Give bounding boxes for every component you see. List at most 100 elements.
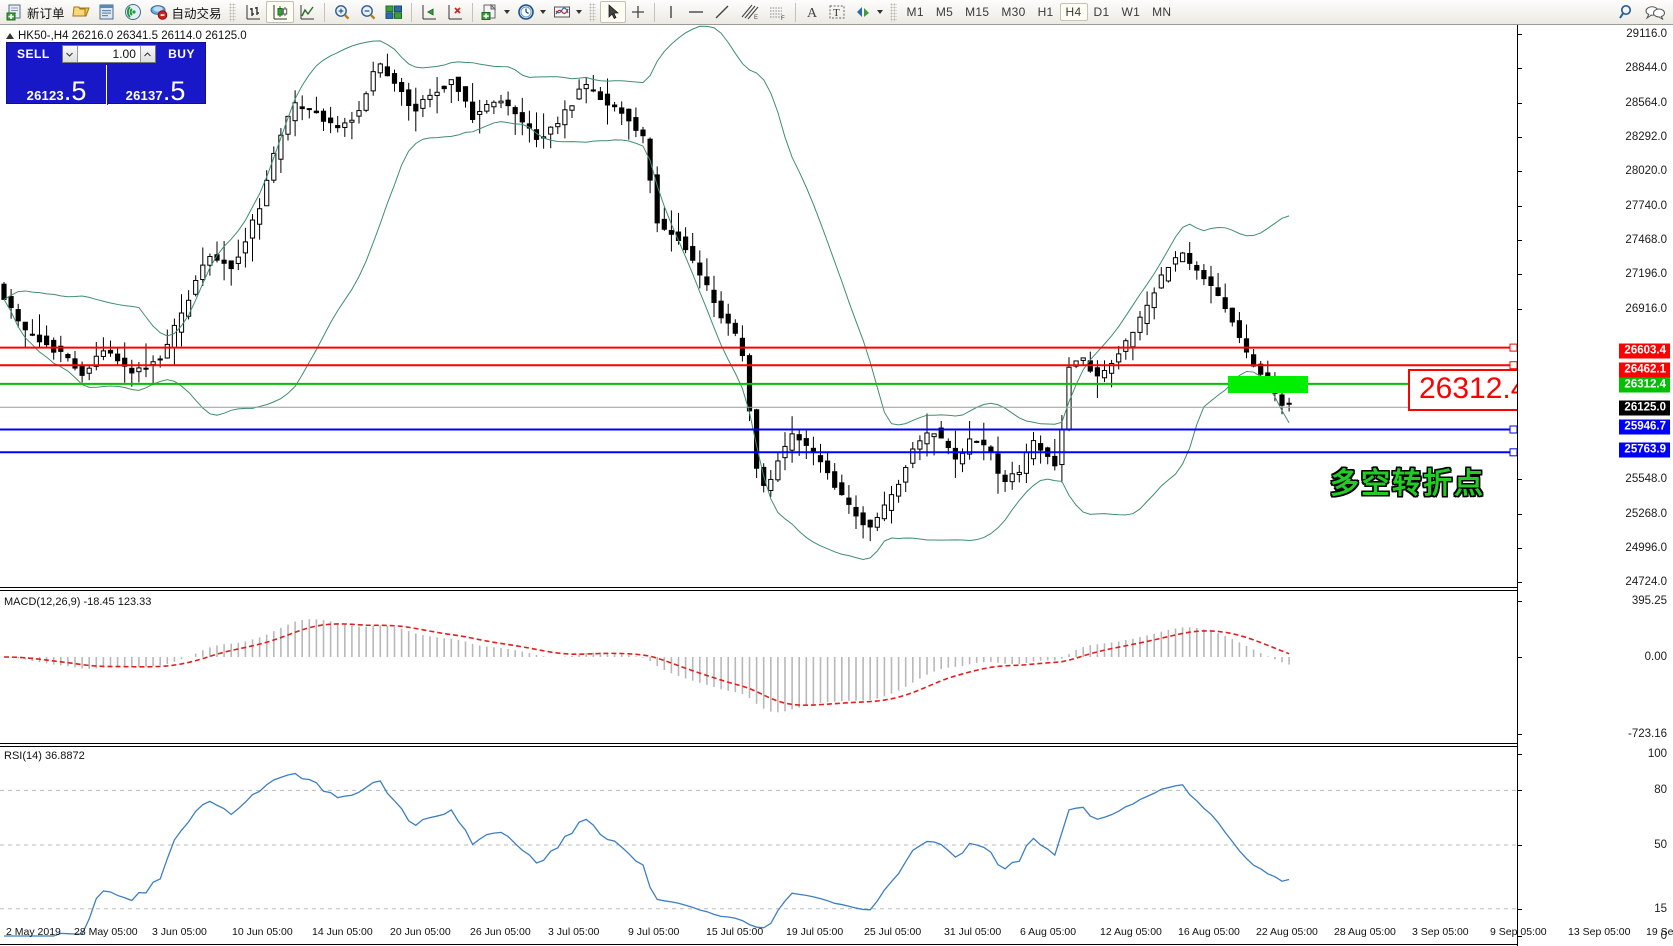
- timeframe-m30[interactable]: M30: [1001, 5, 1026, 19]
- indicators-icon: [553, 6, 570, 18]
- svg-text:E: E: [754, 15, 758, 21]
- vertical-line-button[interactable]: [659, 1, 683, 23]
- timeframe-m1[interactable]: M1: [906, 5, 924, 19]
- toolbar-grip-3[interactable]: [889, 2, 897, 22]
- volume-stepper[interactable]: 1.00: [61, 45, 156, 63]
- chat-button[interactable]: [1640, 1, 1670, 23]
- price-tag-pivot[interactable]: 26312.4: [1619, 377, 1670, 393]
- period-button[interactable]: [513, 1, 549, 23]
- volume-value[interactable]: 1.00: [112, 47, 136, 61]
- rsi-axis-label-0: 0: [1660, 930, 1667, 942]
- axis-tick: [1518, 754, 1522, 755]
- text-label-icon: T: [829, 5, 845, 19]
- trendline-button[interactable]: [709, 1, 735, 23]
- macd-panel-top-border: [0, 587, 1517, 588]
- tile-windows-button[interactable]: [381, 1, 407, 23]
- svg-text:T: T: [833, 7, 840, 19]
- text-tool-button[interactable]: A: [800, 1, 824, 23]
- template-add-icon: [481, 3, 496, 20]
- templates-button[interactable]: [477, 1, 513, 23]
- equidistant-channel-button[interactable]: E: [735, 1, 763, 23]
- profile-button[interactable]: [68, 1, 94, 23]
- highlight-rectangle[interactable]: [1228, 376, 1308, 393]
- market-watch-button[interactable]: [120, 1, 146, 23]
- axis-tick: [1518, 657, 1522, 658]
- period-dropdown-caret[interactable]: [539, 10, 546, 14]
- candlestick-chart-button[interactable]: [265, 1, 294, 23]
- macd-panel-border-2: [0, 590, 1517, 591]
- vertical-line-icon: [669, 6, 672, 18]
- timeframe-mn[interactable]: MN: [1152, 5, 1172, 19]
- templates-dropdown-caret[interactable]: [503, 10, 510, 14]
- axis-tick: [1518, 908, 1522, 910]
- one-click-divider: [106, 65, 108, 105]
- time-axis-label: 20 Jun 05:00: [390, 926, 451, 938]
- price-tag-support-2[interactable]: 25763.9: [1619, 442, 1670, 458]
- auto-scroll-button[interactable]: [442, 1, 468, 23]
- macd-axis-label-zero: 0.00: [1644, 651, 1667, 663]
- axis-tick: [1518, 34, 1522, 36]
- price-tag-support-1[interactable]: 25946.7: [1619, 419, 1670, 435]
- buy-label[interactable]: BUY: [168, 47, 195, 61]
- chart-shift-button[interactable]: [416, 1, 442, 23]
- price-level-handle-1[interactable]: [1509, 361, 1517, 370]
- search-button[interactable]: [1612, 1, 1640, 23]
- collapse-triangle-icon[interactable]: [6, 33, 14, 39]
- folder-gold-icon: [71, 6, 90, 17]
- price-axis-label: 26916.0: [1625, 302, 1667, 315]
- axis-tick: [1518, 582, 1522, 583]
- chinese-annotation-label[interactable]: 多空转折点: [1330, 466, 1486, 500]
- timeframe-m5[interactable]: M5: [935, 5, 954, 19]
- line-chart-button[interactable]: [294, 1, 320, 23]
- one-click-trading-panel[interactable]: SELL 1.00 BUY 26123 .5 26137: [6, 42, 206, 105]
- timeframe-h1[interactable]: H1: [1037, 5, 1054, 19]
- terminal-button[interactable]: [94, 1, 120, 23]
- indicators-dropdown-caret[interactable]: [575, 10, 582, 14]
- buy-button[interactable]: 26137 .5: [106, 65, 205, 105]
- time-axis-label: 14 Jun 05:00: [312, 926, 373, 938]
- toolbar-grip-2[interactable]: [588, 2, 596, 22]
- autotrading-button[interactable]: 自动交易: [146, 1, 225, 23]
- big-price-label[interactable]: 26312.4: [1408, 369, 1539, 411]
- sell-label[interactable]: SELL: [17, 47, 50, 61]
- timeframe-d1[interactable]: D1: [1093, 5, 1110, 19]
- cursor-tool-button[interactable]: [599, 1, 626, 23]
- chart-canvas-area[interactable]: MACD(12,26,9) -18.45 123.33 RSI(14) 36.8…: [0, 25, 1673, 946]
- rsi-chart-svg[interactable]: [0, 748, 1517, 946]
- horizontal-line-button[interactable]: [683, 1, 709, 23]
- arrows-button[interactable]: [850, 1, 886, 23]
- auto-scroll-icon: [448, 5, 462, 20]
- price-axis[interactable]: 29116.0 28844.0 28564.0 28292.0 28020.0 27740…: [1517, 25, 1673, 946]
- price-axis-label: 25548.0: [1625, 473, 1667, 486]
- text-label-button[interactable]: T: [824, 1, 850, 23]
- sell-button[interactable]: 26123 .5: [7, 65, 106, 105]
- indicators-button[interactable]: [549, 1, 585, 23]
- timeframe-h4[interactable]: H4: [1059, 3, 1088, 21]
- bar-chart-button[interactable]: [240, 1, 266, 23]
- timeframe-m15[interactable]: M15: [965, 5, 990, 19]
- toolbar-grip-1[interactable]: [228, 2, 236, 22]
- axis-tick: [1518, 205, 1522, 207]
- arrows-dropdown-caret[interactable]: [876, 10, 883, 14]
- price-tag-resistance-1[interactable]: 26603.4: [1619, 343, 1670, 359]
- zoom-out-button[interactable]: [355, 1, 381, 23]
- price-tag-current[interactable]: 26125.0: [1619, 400, 1670, 416]
- price-level-handle-0[interactable]: [1509, 343, 1517, 352]
- volume-increment-button[interactable]: [139, 46, 155, 62]
- timeframe-w1[interactable]: W1: [1121, 5, 1141, 19]
- price-level-handle-4[interactable]: [1509, 425, 1517, 434]
- bollinger-upper: [3, 25, 1290, 426]
- price-chart-svg[interactable]: [0, 25, 1517, 585]
- axis-tick: [1518, 514, 1522, 516]
- axis-tick: [1518, 170, 1522, 172]
- volume-decrement-button[interactable]: [62, 46, 78, 62]
- fibonacci-icon: F: [769, 7, 785, 21]
- price-level-handle-5[interactable]: [1509, 448, 1517, 457]
- fibonacci-button[interactable]: F: [763, 1, 791, 23]
- crosshair-tool-button[interactable]: [626, 1, 650, 23]
- macd-chart-svg[interactable]: [0, 593, 1517, 741]
- zoom-in-button[interactable]: [329, 1, 355, 23]
- symbol-ohlc-text: HK50-,H4 26216.0 26341.5 26114.0 26125.0: [18, 30, 247, 42]
- price-tag-resistance-2[interactable]: 26462.1: [1619, 362, 1670, 378]
- new-order-button[interactable]: 新订单: [3, 1, 68, 23]
